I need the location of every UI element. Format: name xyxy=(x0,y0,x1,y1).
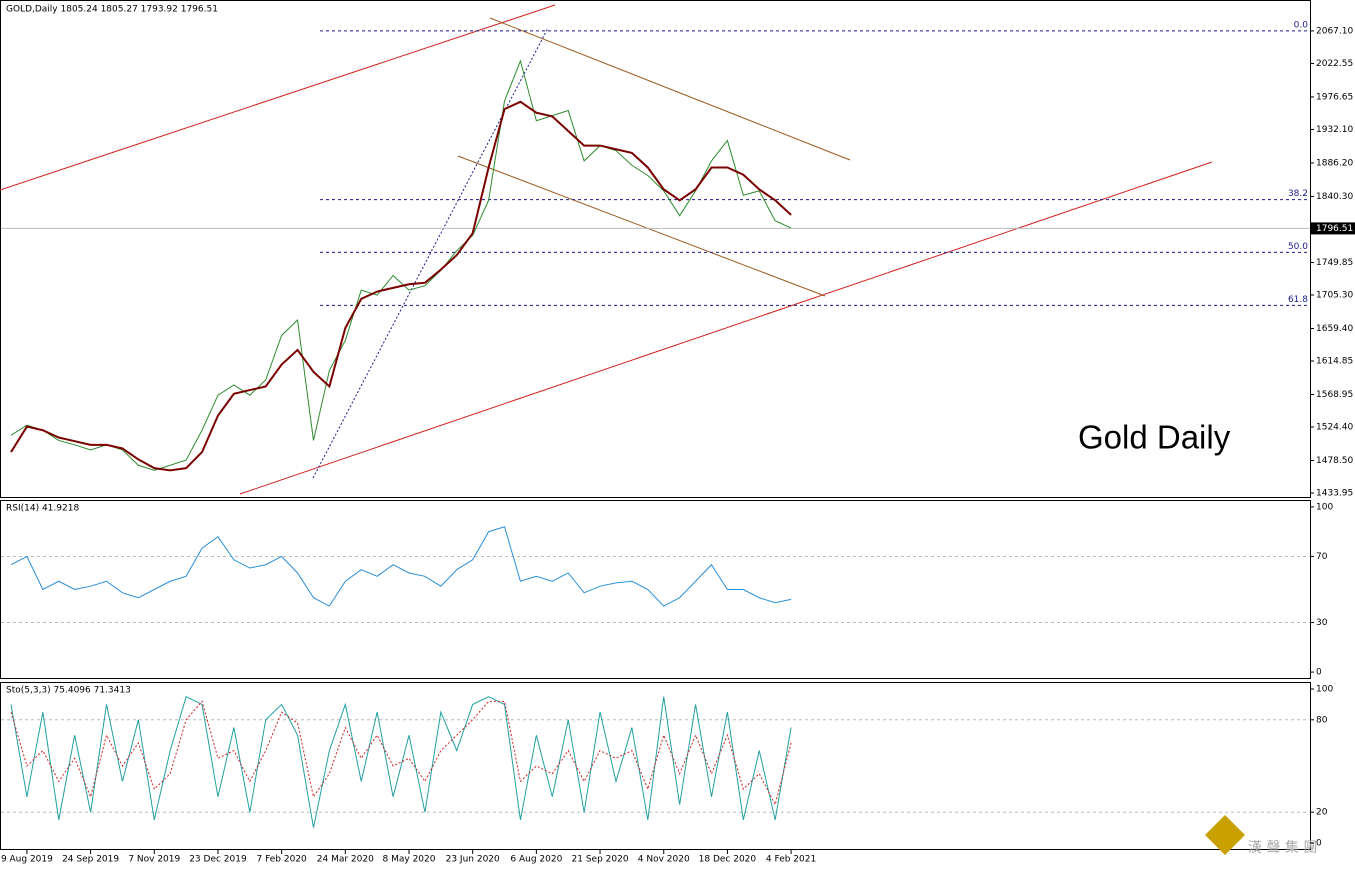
channel-line xyxy=(457,155,826,297)
last-price-box xyxy=(1311,222,1355,235)
fib-label: 0.0 xyxy=(1294,20,1309,30)
y-tick-label: 1840.30 xyxy=(1316,192,1353,202)
x-tick-label: 9 Aug 2019 xyxy=(1,855,53,865)
logo xyxy=(1205,815,1245,855)
y-tick-label: 1659.40 xyxy=(1316,324,1353,334)
y-tick-label: 100 xyxy=(1316,502,1333,512)
y-tick-label: 1433.95 xyxy=(1316,489,1353,499)
fib-label: 38.2 xyxy=(1288,189,1308,199)
fib-label: 61.8 xyxy=(1288,295,1308,305)
rsi-pane xyxy=(0,500,1311,679)
y-tick-label: 2067.10 xyxy=(1316,26,1353,36)
y-tick-label: 0 xyxy=(1316,668,1322,678)
y-tick-label: 1568.95 xyxy=(1316,390,1353,400)
x-tick-label: 23 Jun 2020 xyxy=(446,855,500,865)
y-tick-label: 1705.30 xyxy=(1316,290,1353,300)
channel-line xyxy=(0,4,556,191)
series-line xyxy=(10,695,792,828)
x-tick-label: 21 Sep 2020 xyxy=(572,855,629,865)
y-tick-label: 1478.50 xyxy=(1316,456,1353,466)
logo-text: 漢 聲 集 團 xyxy=(1248,839,1317,856)
channel-line xyxy=(489,17,851,161)
annotation: Gold Daily xyxy=(1078,419,1231,456)
price-pane xyxy=(0,0,1311,498)
y-tick-label: 100 xyxy=(1316,685,1333,695)
x-tick-label: 4 Feb 2021 xyxy=(766,855,816,865)
y-tick-label: 1524.40 xyxy=(1316,423,1353,433)
series-line xyxy=(10,100,792,472)
y-tick-label: 0 xyxy=(1316,838,1322,848)
x-tick-label: 7 Nov 2019 xyxy=(128,855,180,865)
stoch-title: Sto(5,3,3) 75.4096 71.3413 xyxy=(6,686,131,696)
channel-line xyxy=(239,161,1213,495)
series-line xyxy=(10,526,792,607)
x-tick-label: 24 Mar 2020 xyxy=(317,855,374,865)
x-tick-label: 8 May 2020 xyxy=(383,855,436,865)
x-tick-label: 18 Dec 2020 xyxy=(699,855,757,865)
y-tick-label: 1976.65 xyxy=(1316,92,1353,102)
x-tick-label: 23 Dec 2019 xyxy=(189,855,247,865)
last-price-label: 1796.51 xyxy=(1316,224,1353,234)
series-line xyxy=(10,59,792,471)
y-tick-label: 1932.10 xyxy=(1316,125,1353,135)
x-tick-label: 6 Aug 2020 xyxy=(510,855,562,865)
y-tick-label: 80 xyxy=(1316,715,1328,725)
rsi-title: RSI(14) 41.9218 xyxy=(6,504,79,514)
x-tick-label: 7 Feb 2020 xyxy=(256,855,307,865)
fib-label: 50.0 xyxy=(1288,242,1308,252)
x-tick-label: 4 Nov 2020 xyxy=(638,855,690,865)
x-tick-label: 24 Sep 2019 xyxy=(62,855,119,865)
y-tick-label: 30 xyxy=(1316,618,1328,628)
y-tick-label: 2022.55 xyxy=(1316,59,1353,69)
price-title: GOLD,Daily 1805.24 1805.27 1793.92 1796.… xyxy=(6,5,218,15)
y-tick-label: 1749.85 xyxy=(1316,258,1353,268)
y-tick-label: 1886.20 xyxy=(1316,158,1353,168)
series-line xyxy=(10,700,792,806)
y-tick-label: 70 xyxy=(1316,552,1328,562)
stoch-pane xyxy=(0,682,1311,850)
fib-trend-line xyxy=(312,27,549,479)
y-tick-label: 1614.85 xyxy=(1316,356,1353,366)
y-tick-label: 20 xyxy=(1316,808,1328,818)
